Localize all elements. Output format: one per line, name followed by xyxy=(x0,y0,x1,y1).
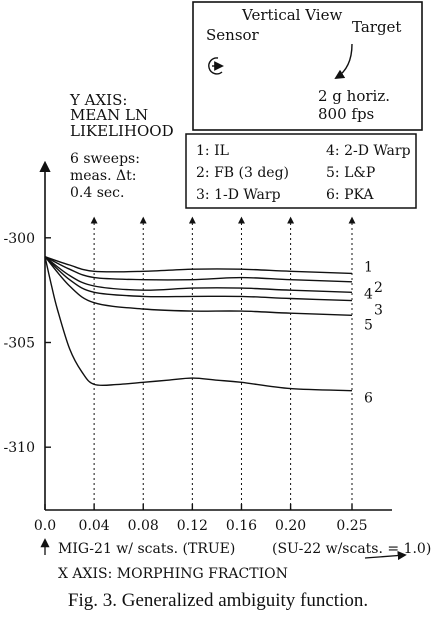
legend-entry-1: 1: IL xyxy=(196,143,229,159)
series-line-4 xyxy=(44,256,353,293)
target-label: Target xyxy=(352,18,401,36)
motion-line-1: 2 g horiz. xyxy=(318,87,390,105)
x-tick-label: 0.25 xyxy=(336,518,367,534)
series-label-1: 1 xyxy=(364,259,373,275)
ylabel-line-1: Y AXIS: xyxy=(69,91,127,109)
series-line-2 xyxy=(44,256,353,283)
x-tick-label: 0.16 xyxy=(226,518,257,534)
legend-entry-2: 2: FB (3 deg) xyxy=(196,165,289,181)
series-label-2: 2 xyxy=(374,280,383,296)
series-label-4: 4 xyxy=(364,286,373,302)
sweeps-line-3: 0.4 sec. xyxy=(70,185,124,201)
x-axis-notes: MIG-21 w/ scats. (TRUE) (SU-22 w/scats. … xyxy=(40,538,431,582)
series-label-6: 6 xyxy=(364,391,373,407)
series-line-3 xyxy=(44,256,353,302)
su22-direction-arrow xyxy=(364,551,407,561)
legend: 1: IL 2: FB (3 deg) 3: 1-D Warp 4: 2-D W… xyxy=(185,133,417,209)
ylabel-line-2: MEAN LN xyxy=(70,106,148,124)
ylabel-line-3: LIKELIHOOD xyxy=(70,122,174,140)
sweeps-line-1: 6 sweeps: xyxy=(70,151,140,167)
legend-entry-5: 5: L&P xyxy=(326,165,375,181)
legend-frame xyxy=(185,133,417,209)
plot-area: -300 -305 -310 0.0 0.04 0.08 0.12 0.16 0.20 0.25 1… xyxy=(4,160,392,534)
series-label-3: 3 xyxy=(374,303,383,319)
legend-entry-6: 6: PKA xyxy=(326,187,374,203)
x-right-note: (SU-22 w/scats. = 1.0) xyxy=(272,541,431,557)
inset-title: Vertical View xyxy=(241,6,342,24)
y-tick-label: -310 xyxy=(4,440,35,456)
x-tick-label: 0.04 xyxy=(79,518,110,534)
series-line-6 xyxy=(44,256,353,392)
target-path-icon xyxy=(334,43,353,80)
sweeps-line-2: meas. Δt: xyxy=(70,168,136,184)
x-tick-label: 0.12 xyxy=(177,518,208,534)
sweeps-note: 6 sweeps: meas. Δt: 0.4 sec. xyxy=(70,151,140,201)
x-tick-label: 0.08 xyxy=(128,518,159,534)
x-tick-label: 0.20 xyxy=(275,518,306,534)
series-line-5 xyxy=(44,256,353,316)
motion-line-2: 800 fps xyxy=(318,105,374,123)
x-tick-label: 0.0 xyxy=(34,518,56,534)
legend-entry-3: 3: 1-D Warp xyxy=(196,187,281,203)
vertical-view-inset: Vertical View Sensor Target 2 g horiz. 8… xyxy=(192,1,423,131)
x-left-note: MIG-21 w/ scats. (TRUE) xyxy=(58,541,235,557)
inset-frame xyxy=(192,1,423,131)
series-line-1 xyxy=(44,256,353,275)
figure-caption: Fig. 3. Generalized ambiguity function. xyxy=(67,590,369,611)
sensor-label: Sensor xyxy=(206,26,260,44)
y-tick-label: -305 xyxy=(4,336,35,352)
legend-entry-4: 4: 2-D Warp xyxy=(326,143,411,159)
x-axis-title: X AXIS: MORPHING FRACTION xyxy=(58,566,288,582)
series-label-5: 5 xyxy=(364,317,373,333)
y-axis-label: Y AXIS: MEAN LN LIKELIHOOD xyxy=(69,91,174,140)
sensor-rotation-icon xyxy=(208,57,223,75)
ambiguity-function-figure: Vertical View Sensor Target 2 g horiz. 8… xyxy=(4,1,431,582)
y-tick-label: -300 xyxy=(4,231,35,247)
